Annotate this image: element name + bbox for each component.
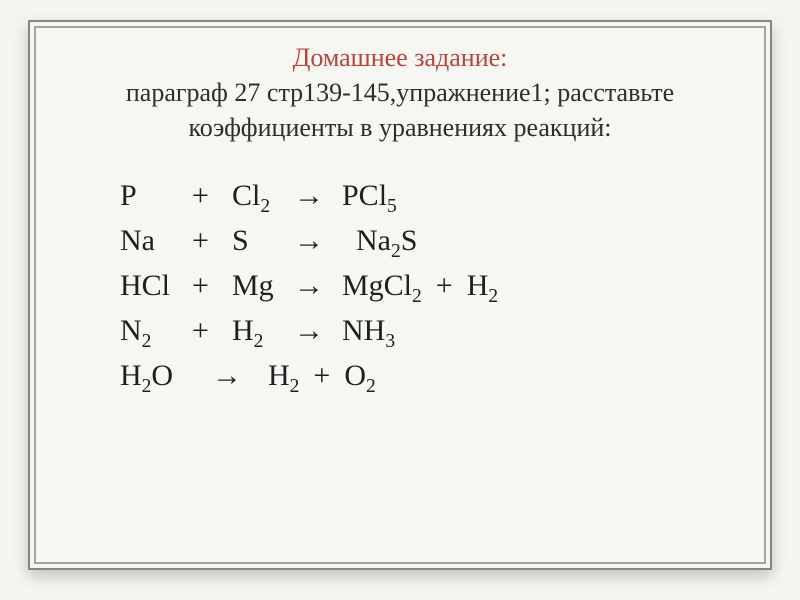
plus: + [422,269,467,303]
reactant-2: Cl2 [232,179,294,218]
reactant-2: S [232,224,294,258]
reactant-1: P [120,179,192,213]
arrow-icon: → [294,224,356,258]
homework-label: Домашнее задание: [293,43,508,72]
content-frame: Домашнее задание: параграф 27 стр139-145… [28,20,772,570]
reactant-1: HCl [120,269,192,303]
assignment-line-2: коэффициенты в уравнениях реакций: [188,113,611,142]
reactant-1: H2O [120,359,212,398]
reactant-2: Mg [232,269,294,303]
equation-row: H2O → H2 + O2 [120,359,720,398]
reactant-1: Na [120,224,192,258]
product-1: MgCl2 [342,269,422,308]
equations-block: P + Cl2 → PCl5 Na + S → Na2S HCl + Mg [80,179,720,398]
product-2: H2 [467,269,498,308]
assignment-line-1: параграф 27 стр139-145,упражнение1; расс… [126,78,674,107]
plus: + [192,224,232,258]
plus: + [192,314,232,348]
arrow-icon: → [212,359,268,393]
product: Na2S [356,224,417,263]
title-block: Домашнее задание: параграф 27 стр139-145… [80,40,720,145]
reactant-2: H2 [232,314,294,353]
plus: + [192,269,232,303]
content-area: Домашнее задание: параграф 27 стр139-145… [30,22,770,414]
product-1: H2 [268,359,299,398]
reactant-1: N2 [120,314,192,353]
equation-row: N2 + H2 → NH3 [120,314,720,353]
product: NH3 [342,314,395,353]
equation-row: HCl + Mg → MgCl2 + H2 [120,269,720,308]
product: PCl5 [342,179,397,218]
product-2: O2 [344,359,375,398]
equation-row: Na + S → Na2S [120,224,720,263]
arrow-icon: → [294,269,342,303]
arrow-icon: → [294,314,342,348]
slide: Домашнее задание: параграф 27 стр139-145… [0,0,800,600]
arrow-icon: → [294,179,342,213]
equation-row: P + Cl2 → PCl5 [120,179,720,218]
plus: + [192,179,232,213]
plus: + [299,359,344,393]
